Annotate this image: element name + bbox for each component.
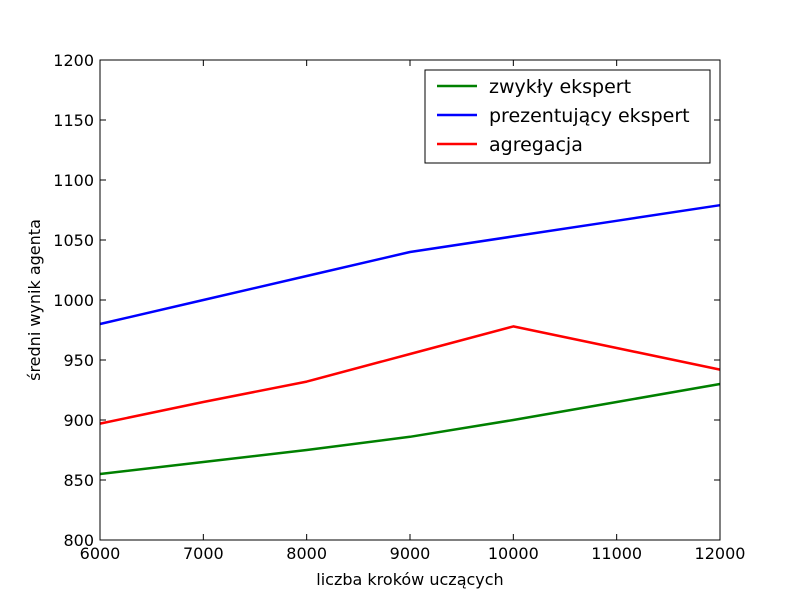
x-tick-label: 7000 (183, 544, 224, 563)
x-tick-label: 9000 (390, 544, 431, 563)
legend-items: zwykły ekspert prezentujący ekspert agrega… (437, 76, 690, 156)
y-tick-label: 950 (63, 351, 94, 370)
y-tick-label: 1200 (53, 51, 94, 70)
series-line-1 (99, 382, 721, 476)
y-tick-label: 900 (63, 411, 94, 430)
series-layer (99, 203, 721, 476)
series-line-2 (99, 203, 721, 326)
y-tick-label: 1050 (53, 231, 94, 250)
x-tick-label: 11000 (591, 544, 642, 563)
x-tick-label: 12000 (695, 544, 746, 563)
legend-label-3: agregacja (489, 134, 583, 156)
y-axis-label: średni wynik agenta (25, 219, 44, 381)
y-tick-label: 1100 (53, 171, 94, 190)
series-line-3 (99, 325, 721, 425)
x-tick-label: 6000 (80, 544, 121, 563)
legend-label-2: prezentujący ekspert (489, 105, 690, 127)
x-axis-label: liczba kroków uczących (316, 570, 503, 589)
x-tick-label: 10000 (488, 544, 539, 563)
y-tick-label: 850 (63, 471, 94, 490)
y-tick-label: 1150 (53, 111, 94, 130)
legend-label-1: zwykły ekspert (489, 76, 631, 98)
y-tick-label: 1000 (53, 291, 94, 310)
ticks-layer: 6000 7000 8000 9000 10000 11000 12000 800 850 900… (53, 51, 745, 563)
x-tick-label: 8000 (286, 544, 327, 563)
y-tick-label: 800 (63, 531, 94, 550)
legend: zwykły ekspert prezentujący ekspert agrega… (424, 69, 711, 164)
